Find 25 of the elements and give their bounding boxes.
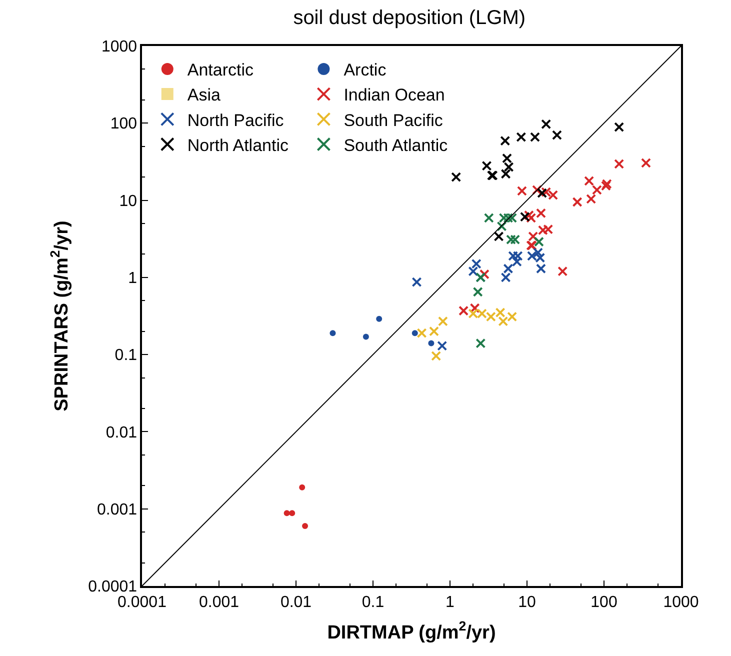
x-axis-title: DIRTMAP (g/m$^{2}$/yr) xyxy=(327,618,496,644)
y-tick-label: 0.001 xyxy=(97,501,138,518)
x-tick-label: 1000 xyxy=(663,594,699,611)
x-tick-label: 0.1 xyxy=(362,594,384,611)
legend-label: South Pacific xyxy=(344,110,444,130)
legend-label: Asia xyxy=(187,86,222,105)
x-tick-label: 10 xyxy=(518,594,536,611)
y-tick-label: 1000 xyxy=(101,38,138,56)
y-tick-label: 10 xyxy=(119,192,138,210)
legend-label: South Atlantic xyxy=(344,136,448,155)
x-tick-label: 1 xyxy=(446,594,455,611)
chart-title: soil dust deposition (LGM) xyxy=(293,6,526,29)
legend-label: Indian Ocean xyxy=(344,86,445,105)
y-tick-label: 0.0001 xyxy=(88,578,138,596)
legend-label: Arctic xyxy=(344,60,387,80)
x-tick-label: 0.001 xyxy=(198,594,240,611)
x-tick-label: 100 xyxy=(590,594,618,611)
y-tick-label: 1 xyxy=(128,270,138,288)
y-tick-label: 0.01 xyxy=(106,424,138,442)
legend-label: North Pacific xyxy=(187,110,284,130)
legend-label: North Atlantic xyxy=(187,136,289,155)
x-tick-label: 0.01 xyxy=(280,594,312,611)
y-tick-label: 100 xyxy=(110,116,138,133)
legend-label: Antarctic xyxy=(187,60,254,80)
y-tick-label: 0.1 xyxy=(114,347,138,364)
